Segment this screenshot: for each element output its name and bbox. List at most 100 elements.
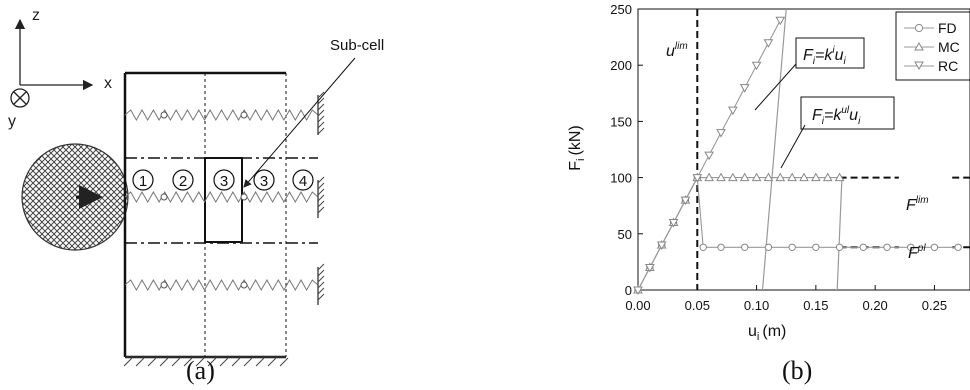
data-point-mc	[716, 172, 726, 182]
spring-bottom	[124, 278, 319, 292]
cell-number-3a: 3	[213, 169, 235, 191]
svg-text:FD: FD	[938, 20, 957, 36]
cell-box	[123, 71, 318, 359]
y-axis-label: Fi(kN)	[567, 125, 587, 170]
data-point-fd	[930, 243, 939, 251]
data-point-mc	[739, 172, 750, 182]
axis-x-label: x	[104, 75, 112, 92]
legend-entry-fd: FD	[904, 20, 957, 36]
data-point-rc	[680, 196, 691, 206]
data-point-rc	[751, 61, 762, 71]
y-tick-label: 0	[625, 283, 632, 298]
y-tick-label: 250	[610, 2, 632, 17]
data-point-rc	[727, 106, 738, 116]
svg-text:4: 4	[299, 173, 307, 190]
data-point-mc	[751, 172, 762, 182]
data-point-rc	[692, 174, 703, 183]
svg-text:3: 3	[220, 173, 228, 190]
wall-hatch	[317, 281, 325, 289]
wall-hatch	[317, 97, 325, 105]
floor-hatch	[231, 357, 241, 367]
floor-hatch	[183, 357, 193, 367]
cell-number-2: 2	[172, 169, 194, 191]
floor-hatch	[147, 357, 157, 367]
data-point-mc	[834, 172, 845, 182]
y-tick-label: 200	[610, 58, 632, 73]
caption-b: (b)	[782, 356, 813, 385]
wall-hatch	[317, 91, 325, 99]
wall-hatch	[317, 293, 325, 301]
data-point-fd	[764, 243, 773, 251]
wall-hatch	[317, 127, 325, 135]
wall-hatch	[317, 287, 325, 295]
axis-ticks: 0.00 0.05 0.10 0.15 0.20 0.25 0 50 100 150 200 250	[610, 2, 947, 313]
wall-hatch	[317, 103, 325, 111]
cell-number-4: 4	[292, 169, 314, 191]
legend-entry-rc: RC	[904, 58, 958, 74]
data-point-rc	[704, 151, 715, 161]
springs	[124, 108, 319, 292]
y-tick-label: 100	[610, 171, 632, 186]
data-point-fd	[907, 243, 915, 251]
svg-text:3: 3	[260, 173, 268, 190]
x-tick-label: 0.20	[862, 298, 887, 313]
sub-cell-box	[204, 157, 243, 243]
sub-cell-pointer	[243, 57, 356, 188]
floor-hatch	[123, 357, 133, 367]
panel-a-diagram: z x y 1 2 3 3 4 Sub-cell	[8, 7, 384, 367]
floor-hatch	[255, 357, 265, 367]
data-point-fd	[859, 243, 867, 251]
wall-hatch	[317, 115, 325, 123]
data-point-rc	[763, 39, 774, 48]
wall-hatch	[317, 121, 325, 129]
cell-number-3b: 3	[253, 169, 275, 191]
equation-box-2: Fi=kului	[780, 96, 895, 169]
data-point-fd	[699, 243, 707, 251]
wall-hatch	[317, 200, 325, 208]
x-tick-label: 0.10	[744, 298, 769, 313]
floor-hatch	[219, 357, 229, 367]
svg-text:RC: RC	[938, 58, 958, 74]
data-point-mc	[704, 172, 715, 182]
data-point-mc	[727, 172, 738, 182]
x-tick-label: 0.25	[922, 298, 947, 313]
wall-hatch	[317, 188, 325, 196]
data-point-mc	[763, 172, 774, 182]
cell-number-1: 1	[132, 169, 154, 191]
wall-hatch	[317, 182, 325, 190]
wall-hatch	[317, 269, 325, 277]
spring-node	[240, 281, 248, 289]
spring-node	[160, 111, 168, 119]
x-tick-label: 0.00	[625, 298, 650, 313]
data-point-mc	[810, 172, 821, 182]
floor-hatch	[243, 357, 253, 367]
floor-hatch	[267, 357, 277, 367]
data-point-rc	[668, 219, 679, 228]
wall-hatch	[317, 176, 325, 184]
data-point-rc	[656, 241, 667, 251]
spring-middle	[124, 190, 319, 204]
wall-hatch	[317, 206, 325, 214]
ground-supports	[123, 91, 325, 367]
equation-box-1: Fi=kiui	[754, 37, 865, 111]
data-point-mc	[822, 172, 833, 182]
axis-z-label: z	[32, 7, 40, 24]
svg-text:2: 2	[179, 173, 187, 190]
floor-hatch	[207, 357, 217, 367]
spring-node	[240, 193, 248, 201]
coordinate-axes	[10, 18, 94, 108]
wall-hatch	[317, 109, 325, 117]
data-point-mc	[775, 172, 786, 182]
cell-numbers: 1 2 3 3 4	[132, 169, 314, 191]
data-point-rc	[644, 264, 655, 273]
x-axis-label: ui (m)	[748, 323, 786, 343]
svg-text:Fi=kului: Fi=kului	[812, 105, 861, 127]
wall-hatch	[317, 263, 325, 271]
floor-hatch	[159, 357, 169, 367]
data-point-fd	[717, 243, 725, 251]
unloading-line-1	[761, 8, 787, 291]
f-lim-label: Flim	[906, 195, 929, 214]
y-tick-label: 150	[610, 114, 632, 129]
wall-hatch	[317, 194, 325, 202]
